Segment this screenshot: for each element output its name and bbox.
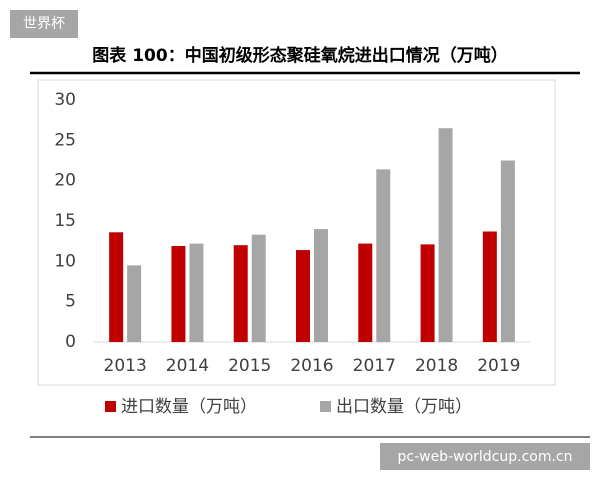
x-tick-label: 2014	[166, 356, 209, 376]
x-tick-label: 2013	[104, 356, 147, 376]
bar	[171, 246, 186, 342]
legend-swatch	[105, 401, 116, 412]
bar	[482, 231, 497, 342]
x-tick-label: 2016	[290, 356, 333, 376]
y-tick-label: 30	[54, 90, 76, 110]
legend-label: 出口数量（万吨）	[336, 397, 472, 417]
bar	[127, 265, 142, 342]
bar	[358, 243, 373, 342]
y-tick-label: 0	[65, 332, 76, 352]
y-tick-label: 5	[65, 292, 76, 312]
bar	[500, 160, 515, 342]
y-tick-label: 20	[54, 171, 76, 191]
x-tick-label: 2017	[353, 356, 396, 376]
bar	[438, 128, 453, 342]
legend-swatch	[320, 401, 331, 412]
bar	[296, 250, 310, 342]
bar	[376, 169, 391, 342]
y-tick-label: 10	[54, 251, 76, 271]
x-tick-label: 2018	[415, 356, 458, 376]
legend-label: 进口数量（万吨）	[121, 397, 257, 417]
chart-title: 图表 100：中国初级形态聚硅氧烷进出口情况（万吨）	[92, 45, 507, 66]
bar	[189, 243, 204, 342]
bar	[109, 232, 124, 342]
watermark-box	[380, 443, 590, 470]
watermark: pc-web-worldcup.com.cn	[397, 449, 572, 465]
bar	[420, 244, 435, 342]
bar	[251, 234, 266, 342]
watermark: 世界杯	[23, 16, 65, 32]
plot-frame	[37, 79, 556, 386]
bar	[233, 245, 248, 342]
y-tick-label: 15	[54, 211, 76, 231]
x-tick-label: 2015	[228, 356, 271, 376]
watermark-box	[10, 10, 78, 38]
y-tick-label: 25	[54, 130, 76, 150]
x-tick-label: 2019	[477, 356, 520, 376]
bar	[314, 229, 328, 342]
